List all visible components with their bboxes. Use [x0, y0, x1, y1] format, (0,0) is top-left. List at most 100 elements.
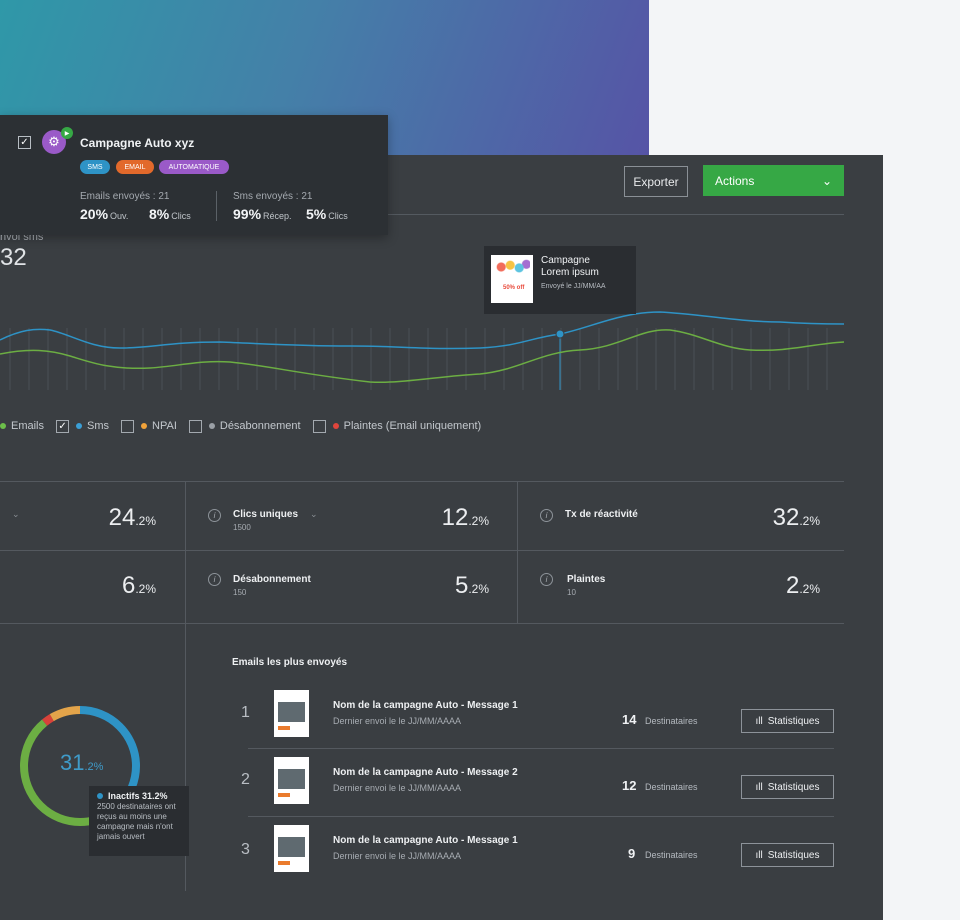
emails-sent-label: Emails envoyés : 21 [80, 191, 170, 202]
chevron-down-icon[interactable]: ⌄ [310, 509, 318, 519]
dot-icon [97, 793, 103, 799]
balloons-image [494, 258, 530, 276]
stat-name: Désabonnement [233, 574, 311, 585]
email-date: Dernier envoi le le JJ/MM/AAAA [333, 851, 462, 861]
checkbox-icon[interactable] [188, 419, 202, 433]
legend-desabonnement[interactable]: Désabonnement [188, 419, 301, 433]
send-value: 32 [0, 244, 27, 271]
stat-sub: 1500 [233, 523, 251, 532]
campaign-thumbnail: 50% off [491, 255, 533, 303]
recipient-label: Destinataires [645, 850, 698, 860]
info-icon[interactable]: i [540, 573, 553, 586]
tag-sms: SMS [80, 160, 110, 174]
divider [0, 623, 844, 624]
thumbnail-image [278, 702, 305, 722]
checkbox-checked-icon[interactable]: ✓ [56, 419, 70, 433]
button-label: Statistiques [767, 715, 820, 727]
tooltip-title-1: Campagne [541, 255, 590, 266]
info-icon[interactable]: i [208, 509, 221, 522]
chart-gridlines [9, 328, 828, 390]
divider [216, 191, 217, 221]
legend-sms[interactable]: ✓ Sms [56, 419, 110, 433]
campaign-title[interactable]: Campagne Auto xyz [80, 136, 195, 150]
inactifs-title: Inactifs 31.2% [108, 791, 168, 801]
recipient-count: 9 [628, 846, 636, 861]
thumbnail-button [278, 793, 290, 797]
play-icon: ▶ [61, 127, 73, 139]
row-number: 1 [241, 704, 250, 721]
checkbox-icon[interactable] [312, 419, 326, 433]
email-date: Dernier envoi le le JJ/MM/AAAA [333, 783, 462, 793]
email-thumbnail [274, 690, 309, 737]
button-label: Statistiques [767, 849, 820, 861]
legend-label: Désabonnement [219, 420, 301, 432]
stat-value-r1c1: 24.2% [108, 504, 156, 531]
donut-segment-green [20, 706, 140, 826]
thumbnail-button [278, 861, 290, 865]
email-date: Dernier envoi le le JJ/MM/AAAA [333, 716, 462, 726]
actions-button[interactable]: Actions ⌄ [703, 165, 844, 196]
evolution-chart [0, 311, 844, 390]
dot-icon [208, 423, 215, 429]
stat-name: Plaintes [567, 574, 606, 585]
bar-chart-icon: ıll [755, 849, 763, 861]
stat-name: Tx de réactivité [565, 509, 638, 520]
checkbox-checked-icon[interactable]: ✓ [18, 136, 31, 149]
statistics-button[interactable]: ıll Statistiques [741, 843, 834, 867]
legend-plaintes[interactable]: Plaintes (Email uniquement) [312, 419, 482, 433]
emails-section-title: Emails les plus envoyés [232, 657, 348, 668]
dot-icon [76, 423, 83, 429]
chevron-down-icon[interactable]: ⌄ [12, 509, 20, 519]
sms-sent-label: Sms envoyés : 21 [233, 191, 313, 202]
tag-automatique: AUTOMATIQUE [159, 160, 229, 174]
checkbox-icon[interactable] [121, 419, 135, 433]
tooltip-title-2: Lorem ipsum [541, 267, 599, 278]
divider [0, 550, 844, 551]
row-number: 2 [241, 771, 250, 788]
thumbnail-image [278, 769, 305, 789]
recipient-count: 14 [622, 712, 637, 727]
info-icon[interactable]: i [208, 573, 221, 586]
stat-value-r2c3: 2.2% [785, 572, 820, 599]
statistics-button[interactable]: ıll Statistiques [741, 775, 834, 799]
inactifs-text: jamais ouvert [97, 832, 145, 841]
legend-npai[interactable]: NPAI [121, 419, 177, 433]
legend-label: Sms [87, 420, 110, 432]
recipient-label: Destinataires [645, 782, 698, 792]
inactifs-text: campagne mais n'ont [97, 822, 173, 831]
legend-label: Plaintes (Email uniquement) [343, 420, 482, 432]
divider [185, 623, 186, 891]
stat-value-r2c2: 5.2% [454, 572, 489, 599]
legend-emails[interactable]: Emails [0, 420, 44, 432]
statistics-button[interactable]: ıll Statistiques [741, 709, 834, 733]
email-title[interactable]: Nom de la campagne Auto - Message 1 [333, 835, 518, 846]
bar-chart-icon: ıll [755, 715, 763, 727]
campaign-card[interactable]: ✓ ⚙ ▶ Campagne Auto xyz SMS EMAIL AUTOMA… [0, 115, 388, 235]
email-title[interactable]: Nom de la campagne Auto - Message 2 [333, 767, 518, 778]
tag-email: EMAIL [116, 160, 154, 174]
email-thumbnail [274, 757, 309, 804]
email-title[interactable]: Nom de la campagne Auto - Message 1 [333, 700, 518, 711]
info-icon[interactable]: i [540, 509, 553, 522]
row-number: 3 [241, 841, 250, 858]
thumbnail-button [278, 726, 290, 730]
export-button[interactable]: Exporter [624, 166, 688, 197]
campaign-tooltip: 50% off Campagne Lorem ipsum Envoyé le J… [484, 246, 636, 314]
dot-icon [141, 423, 148, 429]
chevron-down-icon: ⌄ [821, 173, 832, 188]
actions-label: Actions [715, 173, 755, 188]
legend-label: NPAI [152, 420, 177, 432]
thumbnail-text: 50% off [503, 285, 525, 291]
divider [0, 214, 844, 215]
bar-chart-icon: ıll [755, 781, 763, 793]
divider [185, 481, 186, 623]
recipient-count: 12 [622, 778, 637, 793]
stat-value-r1c2: 12.2% [441, 504, 489, 531]
sms-series-line [0, 311, 844, 350]
emails-series-line [0, 329, 844, 384]
thumbnail-image [278, 837, 305, 857]
inactive-donut-chart [20, 706, 140, 826]
divider [248, 816, 834, 817]
recipient-label: Destinataires [645, 716, 698, 726]
divider [248, 748, 834, 749]
